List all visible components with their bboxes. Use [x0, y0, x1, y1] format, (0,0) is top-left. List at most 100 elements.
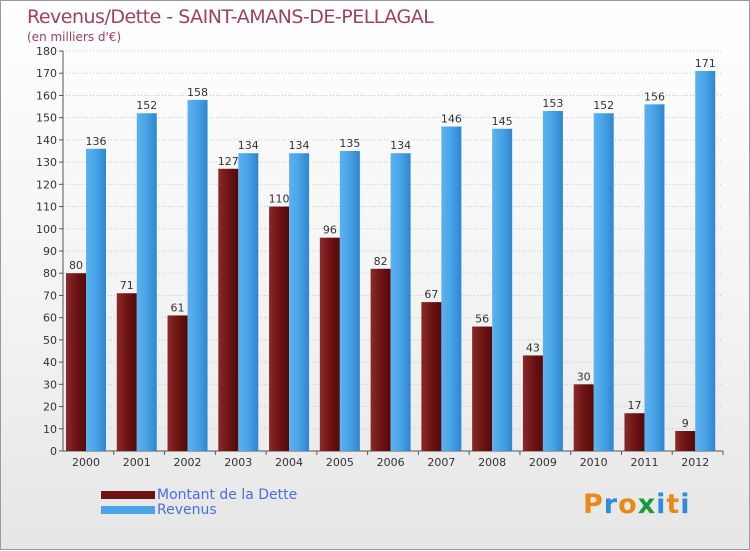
bar-dette [421, 302, 442, 451]
data-label-dette: 80 [69, 259, 83, 272]
data-label-dette: 96 [323, 224, 337, 237]
bar-revenus [136, 113, 157, 451]
bar-revenus [86, 148, 106, 451]
bar-revenus [441, 126, 462, 452]
x-tick-label: 2002 [174, 456, 202, 469]
x-tick-label: 2004 [275, 456, 303, 469]
x-tick-label: 2007 [427, 456, 455, 469]
bar-dette [66, 273, 86, 451]
legend-item-dette: Montant de la Dette [101, 486, 298, 503]
logo-letter: i [680, 489, 691, 520]
data-label-dette: 43 [526, 341, 540, 354]
bar-revenus [644, 104, 665, 451]
bar-dette [319, 237, 340, 451]
bar-revenus [492, 128, 513, 451]
y-tick-label: 30 [43, 378, 57, 391]
x-tick-label: 2001 [123, 456, 151, 469]
x-tick-label: 2009 [529, 456, 557, 469]
data-label-dette: 127 [218, 155, 239, 168]
data-label-dette: 71 [120, 279, 134, 292]
y-tick-label: 0 [50, 445, 57, 458]
y-tick-label: 90 [43, 245, 57, 258]
y-tick-label: 100 [36, 223, 57, 236]
data-label-dette: 9 [682, 417, 689, 430]
bar-dette [522, 355, 543, 451]
bar-dette [573, 384, 594, 451]
bar-dette [116, 293, 137, 451]
data-label-revenus: 134 [238, 139, 259, 152]
y-tick-label: 10 [43, 423, 57, 436]
data-label-revenus: 136 [86, 135, 107, 148]
bar-dette [370, 268, 391, 451]
bar-revenus [593, 113, 614, 451]
legend-label-dette: Montant de la Dette [157, 486, 298, 503]
bar-revenus [289, 153, 310, 451]
data-label-revenus: 153 [542, 97, 563, 110]
data-label-dette: 30 [577, 370, 591, 383]
bar-revenus [390, 153, 411, 451]
logo-letter: i [656, 489, 667, 520]
data-label-dette: 56 [475, 313, 489, 326]
data-label-revenus: 135 [339, 137, 360, 150]
y-tick-label: 60 [43, 312, 57, 325]
data-label-revenus: 158 [187, 86, 208, 99]
x-tick-label: 2008 [478, 456, 506, 469]
y-tick-label: 40 [43, 356, 57, 369]
logo-letter: x [637, 489, 657, 520]
data-label-revenus: 152 [593, 99, 614, 112]
x-tick-label: 2000 [72, 456, 100, 469]
chart-title: Revenus/Dette - SAINT-AMANS-DE-PELLAGAL [27, 6, 434, 28]
data-label-dette: 67 [424, 288, 438, 301]
bar-dette [675, 431, 696, 451]
bar-revenus [339, 151, 360, 451]
data-label-revenus: 156 [644, 90, 665, 103]
bar-dette [167, 315, 188, 451]
logo-letter: P [583, 489, 604, 520]
y-tick-label: 160 [36, 89, 57, 102]
y-tick-label: 120 [36, 178, 57, 191]
x-tick-label: 2012 [681, 456, 709, 469]
x-tick-label: 2011 [630, 456, 658, 469]
data-label-dette: 17 [627, 399, 641, 412]
x-tick-label: 2003 [224, 456, 252, 469]
data-label-revenus: 145 [492, 115, 513, 128]
x-tick-label: 2005 [326, 456, 354, 469]
y-tick-label: 20 [43, 401, 57, 414]
bar-dette [269, 206, 290, 451]
data-label-revenus: 134 [390, 139, 411, 152]
y-tick-label: 180 [36, 45, 57, 58]
legend-item-revenus: Revenus [101, 501, 297, 518]
bar-dette [472, 326, 493, 451]
bar-revenus [695, 71, 716, 451]
y-tick-label: 80 [43, 267, 57, 280]
y-tick-label: 150 [36, 112, 57, 125]
x-tick-label: 2010 [580, 456, 608, 469]
legend-label-revenus: Revenus [157, 501, 217, 518]
data-label-revenus: 134 [289, 139, 310, 152]
x-tick-label: 2006 [377, 456, 405, 469]
y-tick-label: 170 [36, 67, 57, 80]
y-tick-label: 50 [43, 334, 57, 347]
y-tick-label: 130 [36, 156, 57, 169]
data-label-revenus: 171 [695, 57, 716, 70]
bar-revenus [542, 111, 563, 451]
logo-letter: o [618, 489, 638, 520]
y-tick-label: 70 [43, 289, 57, 302]
y-tick-label: 110 [36, 201, 57, 214]
data-label-revenus: 152 [136, 99, 157, 112]
y-tick-label: 140 [36, 134, 57, 147]
data-label-revenus: 146 [441, 113, 462, 126]
data-label-dette: 61 [171, 301, 185, 314]
data-label-dette: 82 [374, 255, 388, 268]
bar-revenus [238, 153, 259, 451]
bar-revenus [187, 99, 208, 451]
bar-dette [624, 413, 645, 451]
legend-swatch-revenus [101, 505, 155, 514]
legend-swatch-dette [101, 490, 155, 499]
logo-letter: r [603, 489, 619, 520]
proxiti-logo: Proxiti [583, 489, 691, 520]
bar-dette [218, 168, 239, 451]
data-label-dette: 110 [269, 193, 290, 206]
